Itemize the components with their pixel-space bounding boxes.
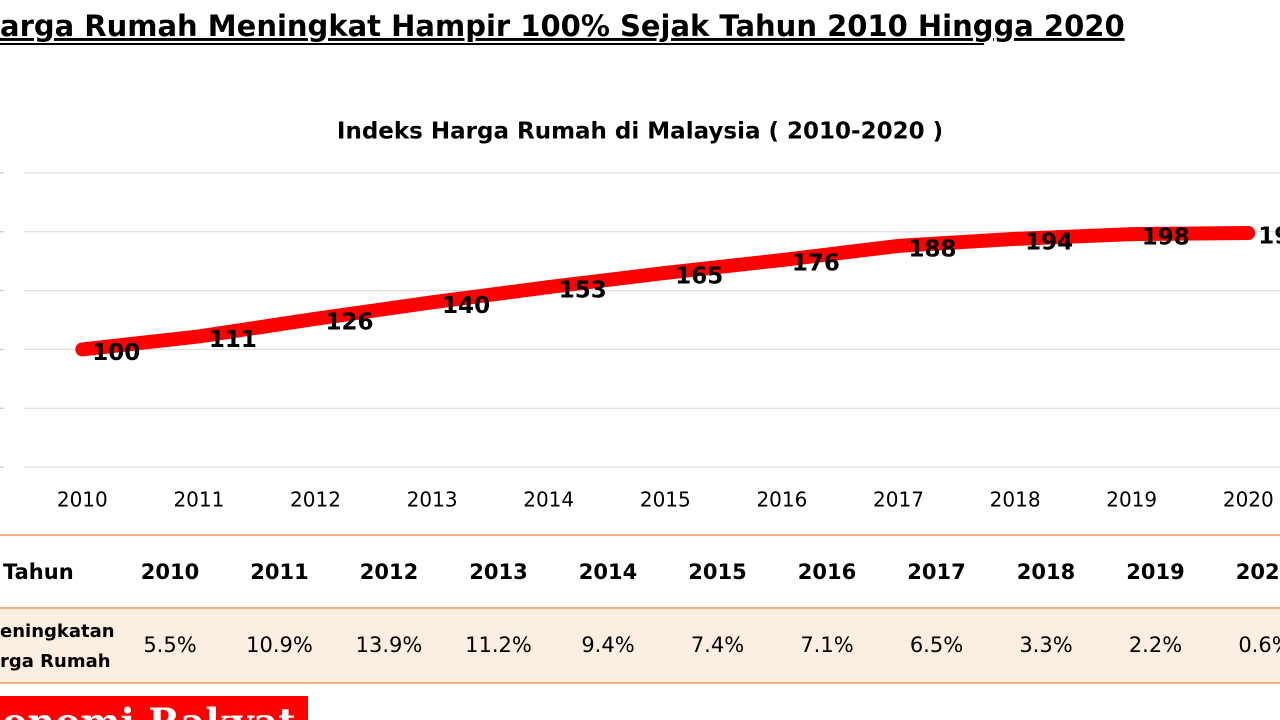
data-label: 165 (675, 263, 723, 289)
data-label: 153 (559, 278, 607, 304)
x-tick-label: 2013 (407, 488, 458, 512)
table-value: 13.9% (356, 633, 423, 657)
table-year: 2011 (250, 560, 308, 584)
table-year: 2014 (579, 560, 637, 584)
table-value: 3.3% (1019, 633, 1072, 657)
table-year: 2015 (688, 560, 746, 584)
table-value: 7.4% (691, 633, 744, 657)
data-label: 198 (1142, 225, 1190, 251)
x-tick-label: 2016 (756, 488, 807, 512)
x-tick-label: 2019 (1106, 488, 1157, 512)
table-value: 10.9% (246, 633, 313, 657)
table-year: 2020 (1236, 560, 1280, 584)
slide-title: arga Rumah Meningkat Hampir 100% Sejak T… (0, 9, 1125, 43)
table-value: 11.2% (465, 633, 532, 657)
table-row-label: eningkatan (0, 621, 115, 642)
data-label: 188 (908, 236, 956, 262)
chart-title: Indeks Harga Rumah di Malaysia ( 2010-20… (337, 119, 943, 145)
x-tick-label: 2011 (173, 488, 224, 512)
data-label: 194 (1025, 229, 1073, 255)
table-year: 2016 (798, 560, 856, 584)
table-year: 2019 (1126, 560, 1184, 584)
x-tick-label: 2017 (873, 488, 924, 512)
table-value: 5.5% (143, 633, 196, 657)
table-value: 7.1% (800, 633, 853, 657)
data-label: 111 (209, 327, 257, 353)
data-label: 176 (792, 251, 840, 277)
table-value: 0.6% (1238, 633, 1280, 657)
x-tick-label: 2012 (290, 488, 341, 512)
table-row-label: rga Rumah (0, 651, 111, 672)
table-value: 9.4% (581, 633, 634, 657)
table-header-row (0, 535, 1280, 608)
table-data-row (0, 608, 1280, 683)
data-label: 140 (442, 293, 490, 319)
table-year: 2013 (469, 560, 527, 584)
data-line (75, 225, 1256, 357)
x-tick-label: 2018 (990, 488, 1041, 512)
table-header-label: Tahun (3, 560, 74, 584)
table-year: 2012 (360, 560, 418, 584)
banner-text: onomi Rakyat (2, 700, 296, 720)
x-tick-label: 2014 (523, 488, 574, 512)
table-value: 6.5% (910, 633, 963, 657)
table-value: 2.2% (1129, 633, 1182, 657)
x-tick-label: 2015 (640, 488, 691, 512)
table-year: 2018 (1017, 560, 1075, 584)
table-year: 2017 (907, 560, 965, 584)
data-label: 199 (1258, 223, 1280, 249)
data-label: 100 (92, 340, 140, 366)
table-year: 2010 (141, 560, 199, 584)
x-tick-label: 2020 (1223, 488, 1274, 512)
banner (0, 696, 308, 720)
data-label: 126 (325, 309, 373, 335)
x-tick-label: 2010 (57, 488, 108, 512)
